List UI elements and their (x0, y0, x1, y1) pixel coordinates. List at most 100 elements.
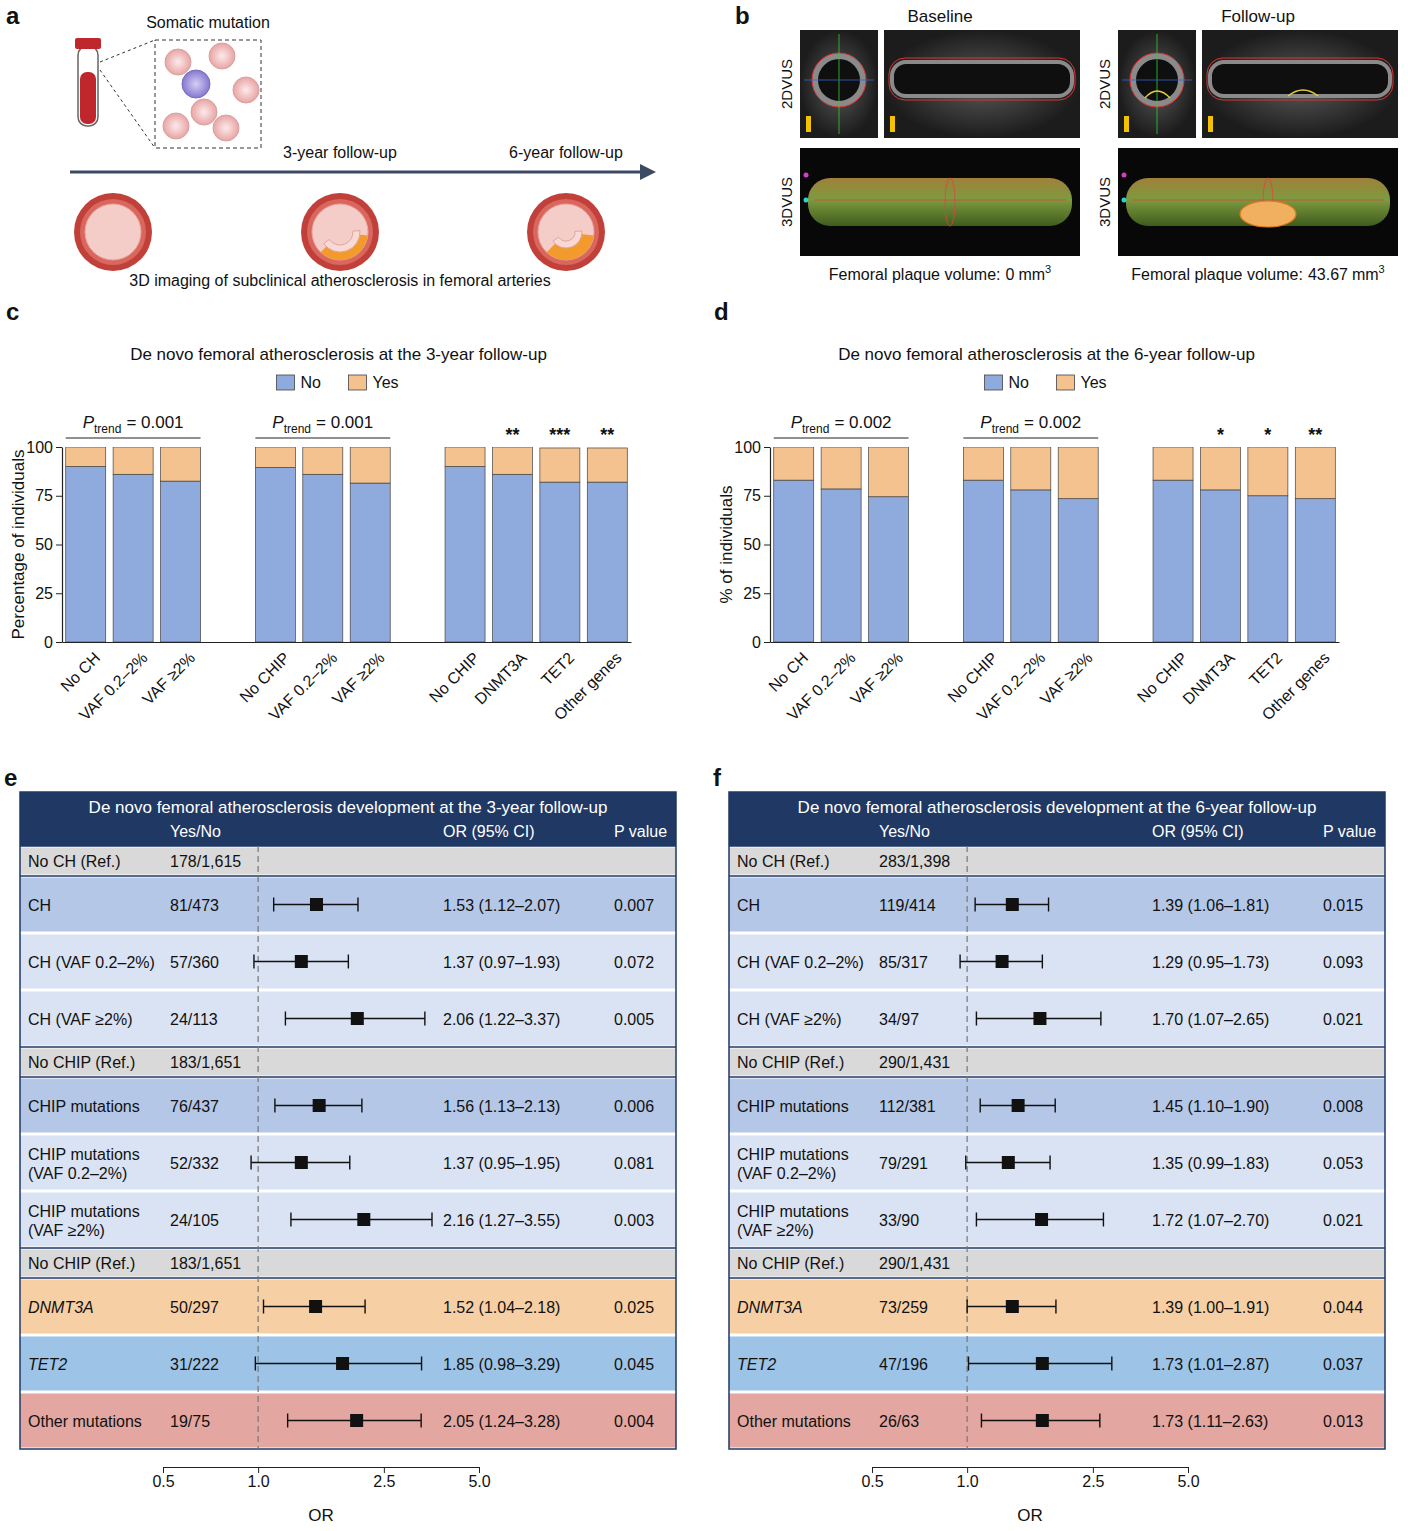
counts: 19/75 (170, 1413, 210, 1430)
row-bg (729, 1136, 1385, 1190)
counts: 33/90 (879, 1212, 919, 1229)
forest-panel: eDe novo femoral atherosclerosis develop… (4, 764, 676, 1525)
tick: VAF ≥2% (329, 642, 388, 708)
tick-label: 2.5 (1082, 1473, 1104, 1490)
p-value: 0.072 (614, 954, 654, 971)
tick-label: 0.5 (152, 1473, 174, 1490)
or-point (1036, 1414, 1049, 1427)
p-value: 0.006 (614, 1098, 654, 1115)
caption-label: Femoral plaque volume: (1131, 266, 1303, 283)
row-bg (729, 992, 1385, 1046)
tick: TET2 (538, 642, 578, 689)
ci-line (251, 1156, 350, 1170)
bar (821, 447, 861, 489)
artery (74, 193, 152, 271)
chart-title: De novo femoral atherosclerosis at the 6… (838, 345, 1255, 364)
tick: VAF 0.2–2% (974, 642, 1049, 724)
ci-line (274, 898, 358, 912)
tick-label: VAF ≥2% (139, 649, 198, 708)
ci-line (968, 1357, 1111, 1371)
p-subscript: trend (992, 422, 1019, 436)
or-label: 2.05 (1.24–3.28) (443, 1413, 560, 1430)
tube-blood (80, 72, 96, 124)
or-label: 1.72 (1.07–2.70) (1152, 1212, 1269, 1229)
tube-cap (75, 38, 101, 49)
tick-label: VAF ≥2% (329, 649, 388, 708)
row-bg (729, 1280, 1385, 1334)
mutant-cell (182, 70, 210, 98)
tick-mark (479, 1467, 480, 1473)
trend-test: Ptrend= 0.002 (980, 413, 1081, 436)
legend: NoYes (985, 374, 1107, 391)
or-label: 2.06 (1.22–3.37) (443, 1011, 560, 1028)
row-backgrounds (729, 846, 1385, 1448)
ci-line (264, 1300, 366, 1314)
label: Baseline (907, 7, 972, 26)
marker-dot (804, 198, 809, 203)
counts: 31/222 (170, 1356, 219, 1373)
tick-label: 100 (734, 439, 761, 456)
panel-letter: e (4, 764, 17, 791)
artery-wall-inner (307, 199, 373, 265)
tick-label: VAF 0.2–2% (266, 649, 341, 724)
tick-label: 0 (44, 634, 53, 651)
row-bg (729, 935, 1385, 989)
tick-label: 5.0 (1177, 1473, 1199, 1490)
axis: 0.51.02.55.0 (152, 1467, 490, 1490)
timeline (70, 171, 642, 174)
tick-label: 100 (26, 439, 53, 456)
row-label: CHIP mutations(VAF 0.2–2%) (28, 1146, 140, 1182)
tick-label: 25 (35, 585, 53, 602)
panel-letter: f (713, 764, 722, 791)
bar (492, 474, 532, 642)
label: Somatic mutation (146, 14, 270, 31)
ci-line (976, 1012, 1100, 1026)
counts: 26/63 (879, 1413, 919, 1430)
us-image (1118, 30, 1196, 138)
tick: DNMT3A (471, 642, 530, 708)
tick-mark (56, 447, 62, 448)
vessel-axis (814, 200, 1066, 201)
p-value: 0.007 (614, 897, 654, 914)
legend-swatch (277, 375, 295, 390)
artery-wall (527, 193, 605, 271)
artery (527, 193, 605, 271)
significance: ** (505, 425, 519, 445)
p-value: 0.005 (614, 1011, 654, 1028)
bar (1011, 447, 1051, 490)
header-bg (20, 792, 676, 846)
tick-mark (56, 545, 62, 546)
bracket (255, 437, 390, 438)
axis: 0.51.02.55.0 (861, 1467, 1199, 1490)
caption-unit: mm (1018, 266, 1045, 283)
row-bg (729, 1337, 1385, 1391)
axis-title: Percentage of individuals (9, 450, 28, 640)
bar (161, 447, 201, 481)
tick: 50 (35, 536, 62, 553)
legend-swatch (985, 375, 1003, 390)
blood-cell (209, 43, 235, 69)
column-header: Yes/No (879, 823, 930, 840)
bar (1200, 447, 1240, 490)
row-label: CH (VAF 0.2–2%) (737, 954, 864, 971)
column-header: OR (95% CI) (1152, 823, 1244, 840)
axis-title: % of individuals (717, 485, 736, 603)
caption: Femoral plaque volume:43.67mm3 (1131, 263, 1384, 283)
row-label: CH (VAF ≥2%) (28, 1011, 133, 1028)
tick: VAF 0.2–2% (784, 642, 859, 724)
bar (1058, 447, 1098, 499)
ci-line (960, 955, 1042, 969)
row-label: CH (28, 897, 51, 914)
blood-cell (233, 77, 259, 103)
tick: 1.0 (957, 1467, 979, 1490)
tick: DNMT3A (1179, 642, 1238, 708)
caption-unit-exp: 3 (1045, 263, 1051, 275)
tick: VAF ≥2% (847, 642, 906, 708)
significance: ** (1308, 425, 1322, 445)
p-value: 0.045 (614, 1356, 654, 1373)
tick: No CH (57, 642, 103, 695)
ci-line (981, 1414, 1099, 1428)
artery-wall-inner (533, 199, 599, 265)
bar (113, 474, 153, 642)
tick-mark (764, 593, 770, 594)
